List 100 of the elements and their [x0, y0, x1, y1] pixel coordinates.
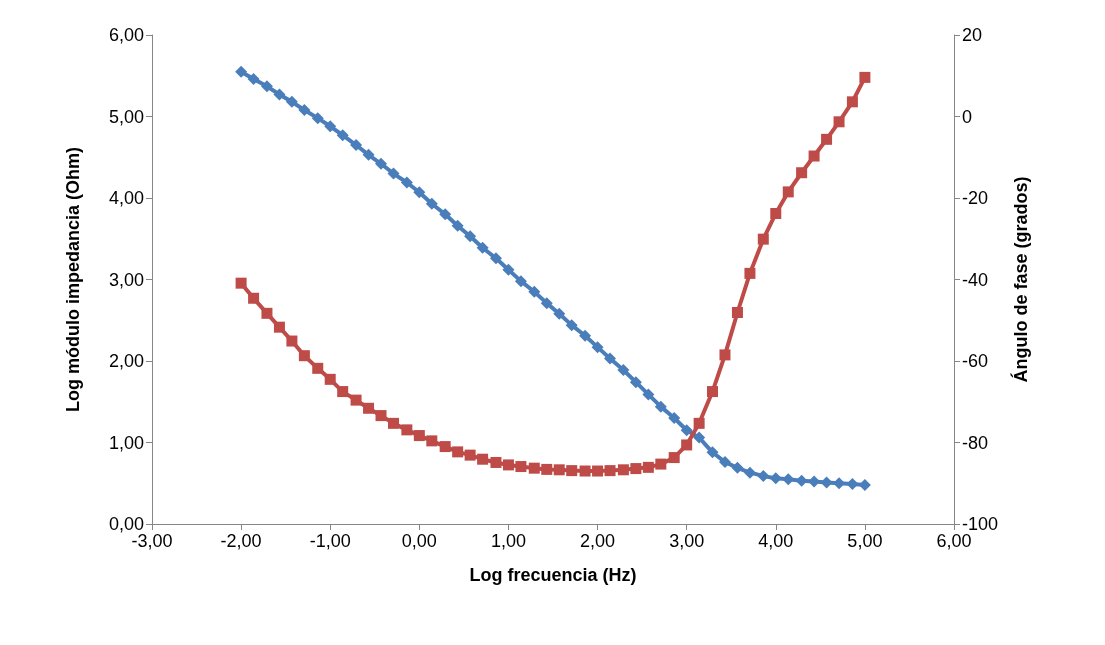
point [425, 197, 438, 210]
point [541, 463, 553, 475]
point [514, 275, 527, 288]
point [476, 241, 489, 254]
x-tick-label: -1,00 [309, 531, 351, 551]
y-tick-label: 1,00 [108, 432, 144, 453]
y-tick-label: 4,00 [108, 188, 144, 208]
point [693, 417, 705, 429]
point [655, 458, 667, 470]
point [324, 120, 337, 133]
point [718, 456, 731, 469]
point [489, 252, 502, 265]
point [565, 319, 578, 332]
point [363, 402, 375, 414]
point [630, 463, 642, 475]
x-axis-title: Log frecuencia (Hz) [469, 565, 637, 585]
point [617, 363, 630, 376]
point [401, 424, 413, 436]
point [298, 350, 310, 362]
y2-tick-label: 20 [962, 25, 983, 45]
x-tick-label: 6,00 [936, 531, 972, 551]
point [261, 307, 273, 319]
point [680, 424, 693, 437]
point [833, 116, 845, 128]
x-tick-label: 1,00 [490, 531, 526, 551]
y2-tick-label: 0 [962, 106, 973, 127]
point [731, 307, 743, 319]
x-tick-label: 0,00 [401, 531, 437, 551]
point [477, 453, 489, 465]
point [859, 71, 871, 83]
point [439, 208, 452, 221]
point [413, 186, 426, 199]
point [451, 219, 464, 232]
x-tick-label: -3,00 [131, 531, 173, 551]
point [439, 441, 451, 453]
point [769, 472, 782, 485]
point [528, 285, 541, 298]
point [592, 465, 604, 477]
point [235, 277, 247, 289]
point [273, 88, 286, 101]
point [298, 103, 311, 116]
point [336, 129, 349, 142]
point [502, 263, 515, 276]
point [324, 373, 336, 385]
point [426, 435, 438, 447]
point [387, 417, 399, 429]
point [707, 386, 719, 398]
y2-axis-title: Ángulo de fase (grados) [1010, 176, 1031, 383]
y-tick-label: 5,00 [108, 106, 144, 127]
x-tick-label: 2,00 [580, 531, 616, 551]
point [579, 329, 592, 342]
point [770, 207, 782, 219]
point [719, 349, 731, 361]
point [681, 439, 693, 451]
point [553, 464, 565, 476]
point [515, 461, 527, 473]
point [413, 430, 425, 442]
point [782, 186, 794, 198]
point [591, 341, 604, 354]
point [273, 321, 285, 333]
point [362, 148, 375, 161]
point [706, 446, 719, 459]
point [642, 461, 654, 473]
point [464, 449, 476, 461]
point [375, 410, 387, 422]
y-tick-label: 6,00 [108, 25, 144, 45]
point [604, 465, 616, 477]
point [464, 230, 477, 243]
point [311, 112, 324, 125]
point [642, 388, 655, 401]
y-tick-label: 0,00 [108, 514, 144, 534]
point [235, 65, 248, 78]
point [566, 465, 578, 477]
point [400, 176, 413, 189]
point [743, 466, 756, 479]
point [846, 96, 858, 108]
y-axis-title: Log módulo impedancia (Ohm) [63, 147, 83, 412]
point [604, 352, 617, 365]
x-tick-label: 3,00 [669, 531, 705, 551]
point [375, 157, 388, 170]
point [350, 139, 363, 152]
point [757, 469, 770, 482]
point [693, 431, 706, 444]
point [528, 462, 540, 474]
point [247, 73, 260, 86]
y2-tick-label: -60 [962, 351, 989, 371]
point [286, 335, 298, 347]
point [757, 233, 769, 245]
point [285, 95, 298, 108]
point [744, 267, 756, 279]
point [617, 464, 629, 476]
y2-tick-label: -20 [962, 188, 989, 208]
point [248, 292, 260, 304]
point [629, 376, 642, 389]
y2-tick-label: -100 [962, 514, 999, 534]
point [821, 133, 833, 145]
point [387, 167, 400, 180]
point [540, 297, 553, 310]
point [490, 456, 502, 468]
point [312, 362, 324, 374]
